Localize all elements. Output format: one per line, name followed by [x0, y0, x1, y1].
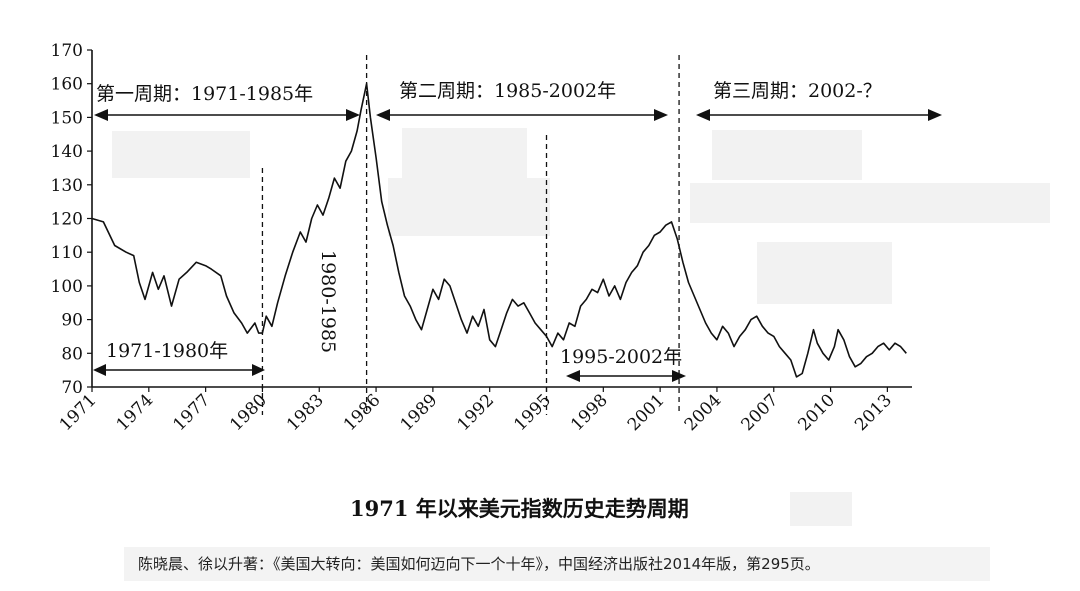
- mask-block: [757, 242, 892, 304]
- span-1980-1985-label: 1980-1985: [317, 250, 339, 353]
- mask-block: [388, 178, 550, 236]
- span-1971-1980-arrow: [93, 364, 265, 376]
- x-tick-label: 1995: [510, 390, 555, 435]
- y-axis-ticks: 70 80 90 100 110 120 130 140 150 160 170: [51, 41, 92, 398]
- y-tick-label: 110: [51, 243, 83, 263]
- y-tick-label: 170: [51, 41, 83, 61]
- source-caption: 陈晓晨、徐以升著：《美国大转向：美国如何迈向下一个十年》，中国经济出版社2014…: [124, 547, 990, 581]
- span-1995-2002-label: 1995-2002年: [560, 346, 682, 368]
- y-tick-label: 150: [51, 108, 83, 128]
- x-tick-label: 2001: [624, 390, 669, 435]
- cycle2-label: 第二周期：1985-2002年: [399, 80, 616, 102]
- y-tick-label: 80: [61, 344, 83, 364]
- mask-block: [112, 131, 250, 178]
- cycle1-arrow: [94, 109, 360, 121]
- cycle3-arrow: [696, 109, 942, 121]
- cycle2-arrow: [376, 109, 668, 121]
- x-tick-label: 2007: [738, 390, 783, 435]
- x-tick-label: 1989: [397, 390, 442, 435]
- x-axis-ticks: 1971 1974 1977 1980 1983 1986 1989 1992 1995 1998…: [56, 387, 896, 435]
- x-tick-label: 1986: [340, 390, 385, 435]
- cycle-dividers: [261, 55, 680, 415]
- series-line-dollar-index: [91, 82, 907, 378]
- mask-block: [690, 183, 1050, 223]
- mask-block: [712, 130, 862, 180]
- x-tick-label: 2013: [851, 390, 896, 435]
- y-tick-label: 160: [51, 75, 83, 95]
- x-tick-label: 1974: [113, 390, 158, 435]
- y-tick-label: 120: [51, 210, 83, 230]
- y-tick-label: 70: [61, 378, 83, 398]
- x-tick-label: 1998: [567, 390, 612, 435]
- x-tick-label: 1977: [169, 390, 214, 435]
- chart-title: 1971 年以来美元指数历史走势周期: [350, 496, 689, 521]
- y-tick-label: 140: [51, 142, 83, 162]
- span-1971-1980-label: 1971-1980年: [106, 340, 228, 362]
- span-1995-2002-arrow: [566, 370, 686, 382]
- x-tick-label: 2010: [794, 390, 839, 435]
- mask-block: [402, 128, 527, 178]
- title-mask-block: [790, 492, 852, 526]
- cycle3-label: 第三周期：2002-？: [713, 80, 882, 102]
- x-tick-label: 1980: [226, 390, 271, 435]
- x-tick-label: 2004: [681, 390, 726, 435]
- cycle1-label: 第一周期：1971-1985年: [96, 83, 313, 105]
- y-tick-label: 130: [51, 176, 83, 196]
- x-tick-label: 1992: [453, 390, 498, 435]
- y-tick-label: 90: [61, 311, 83, 331]
- x-tick-label: 1983: [283, 390, 328, 435]
- y-tick-label: 100: [51, 277, 83, 297]
